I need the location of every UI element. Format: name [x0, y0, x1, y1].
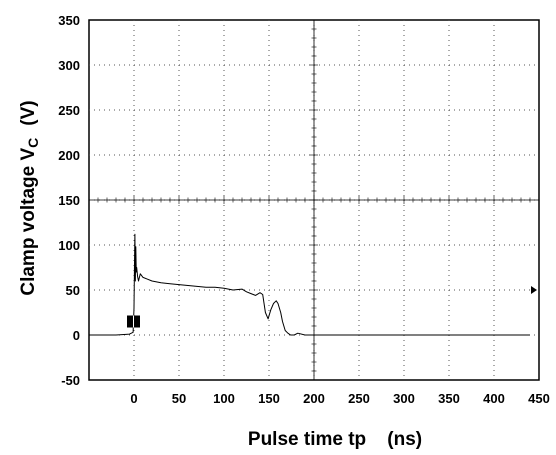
trigger-level-marker — [531, 286, 537, 294]
y-axis-title-main: Clamp voltage V — [18, 147, 39, 295]
y-tick-label: 0 — [73, 328, 80, 343]
y-tick-label: 350 — [58, 13, 80, 28]
x-tick-label: 200 — [303, 391, 325, 406]
x-axis-title: Pulse time tp (ns) — [248, 429, 422, 450]
y-tick-label: 50 — [66, 283, 80, 298]
x-tick-label: 150 — [258, 391, 280, 406]
x-tick-labels: 0 50 100 150 200 250 300 350 400 450 — [130, 391, 549, 406]
x-tick-label: 250 — [348, 391, 370, 406]
x-tick-label: 400 — [483, 391, 505, 406]
markers — [127, 286, 537, 328]
x-tick-label: 450 — [528, 391, 550, 406]
y-tick-label: 250 — [58, 103, 80, 118]
y-tick-label: 300 — [58, 58, 80, 73]
x-tick-label: 350 — [438, 391, 460, 406]
y-tick-label: 200 — [58, 148, 80, 163]
series-line — [89, 233, 530, 336]
x-tick-label: 50 — [172, 391, 186, 406]
y-tick-labels: -50 0 50 100 150 200 250 300 350 — [58, 13, 80, 388]
x-tick-label: 0 — [130, 391, 137, 406]
x-tick-label: 300 — [393, 391, 415, 406]
y-axis-title-subscript: C — [25, 138, 41, 148]
y-tick-label: 150 — [58, 193, 80, 208]
series-group — [89, 233, 530, 336]
y-axis-title: Clamp voltage VC (V) — [18, 100, 41, 295]
x-tick-label: 100 — [213, 391, 235, 406]
y-tick-label: -50 — [61, 373, 80, 388]
y-axis-title-unit: (V) — [18, 100, 39, 125]
center-crosshair — [88, 19, 540, 381]
y-tick-label: 100 — [58, 238, 80, 253]
